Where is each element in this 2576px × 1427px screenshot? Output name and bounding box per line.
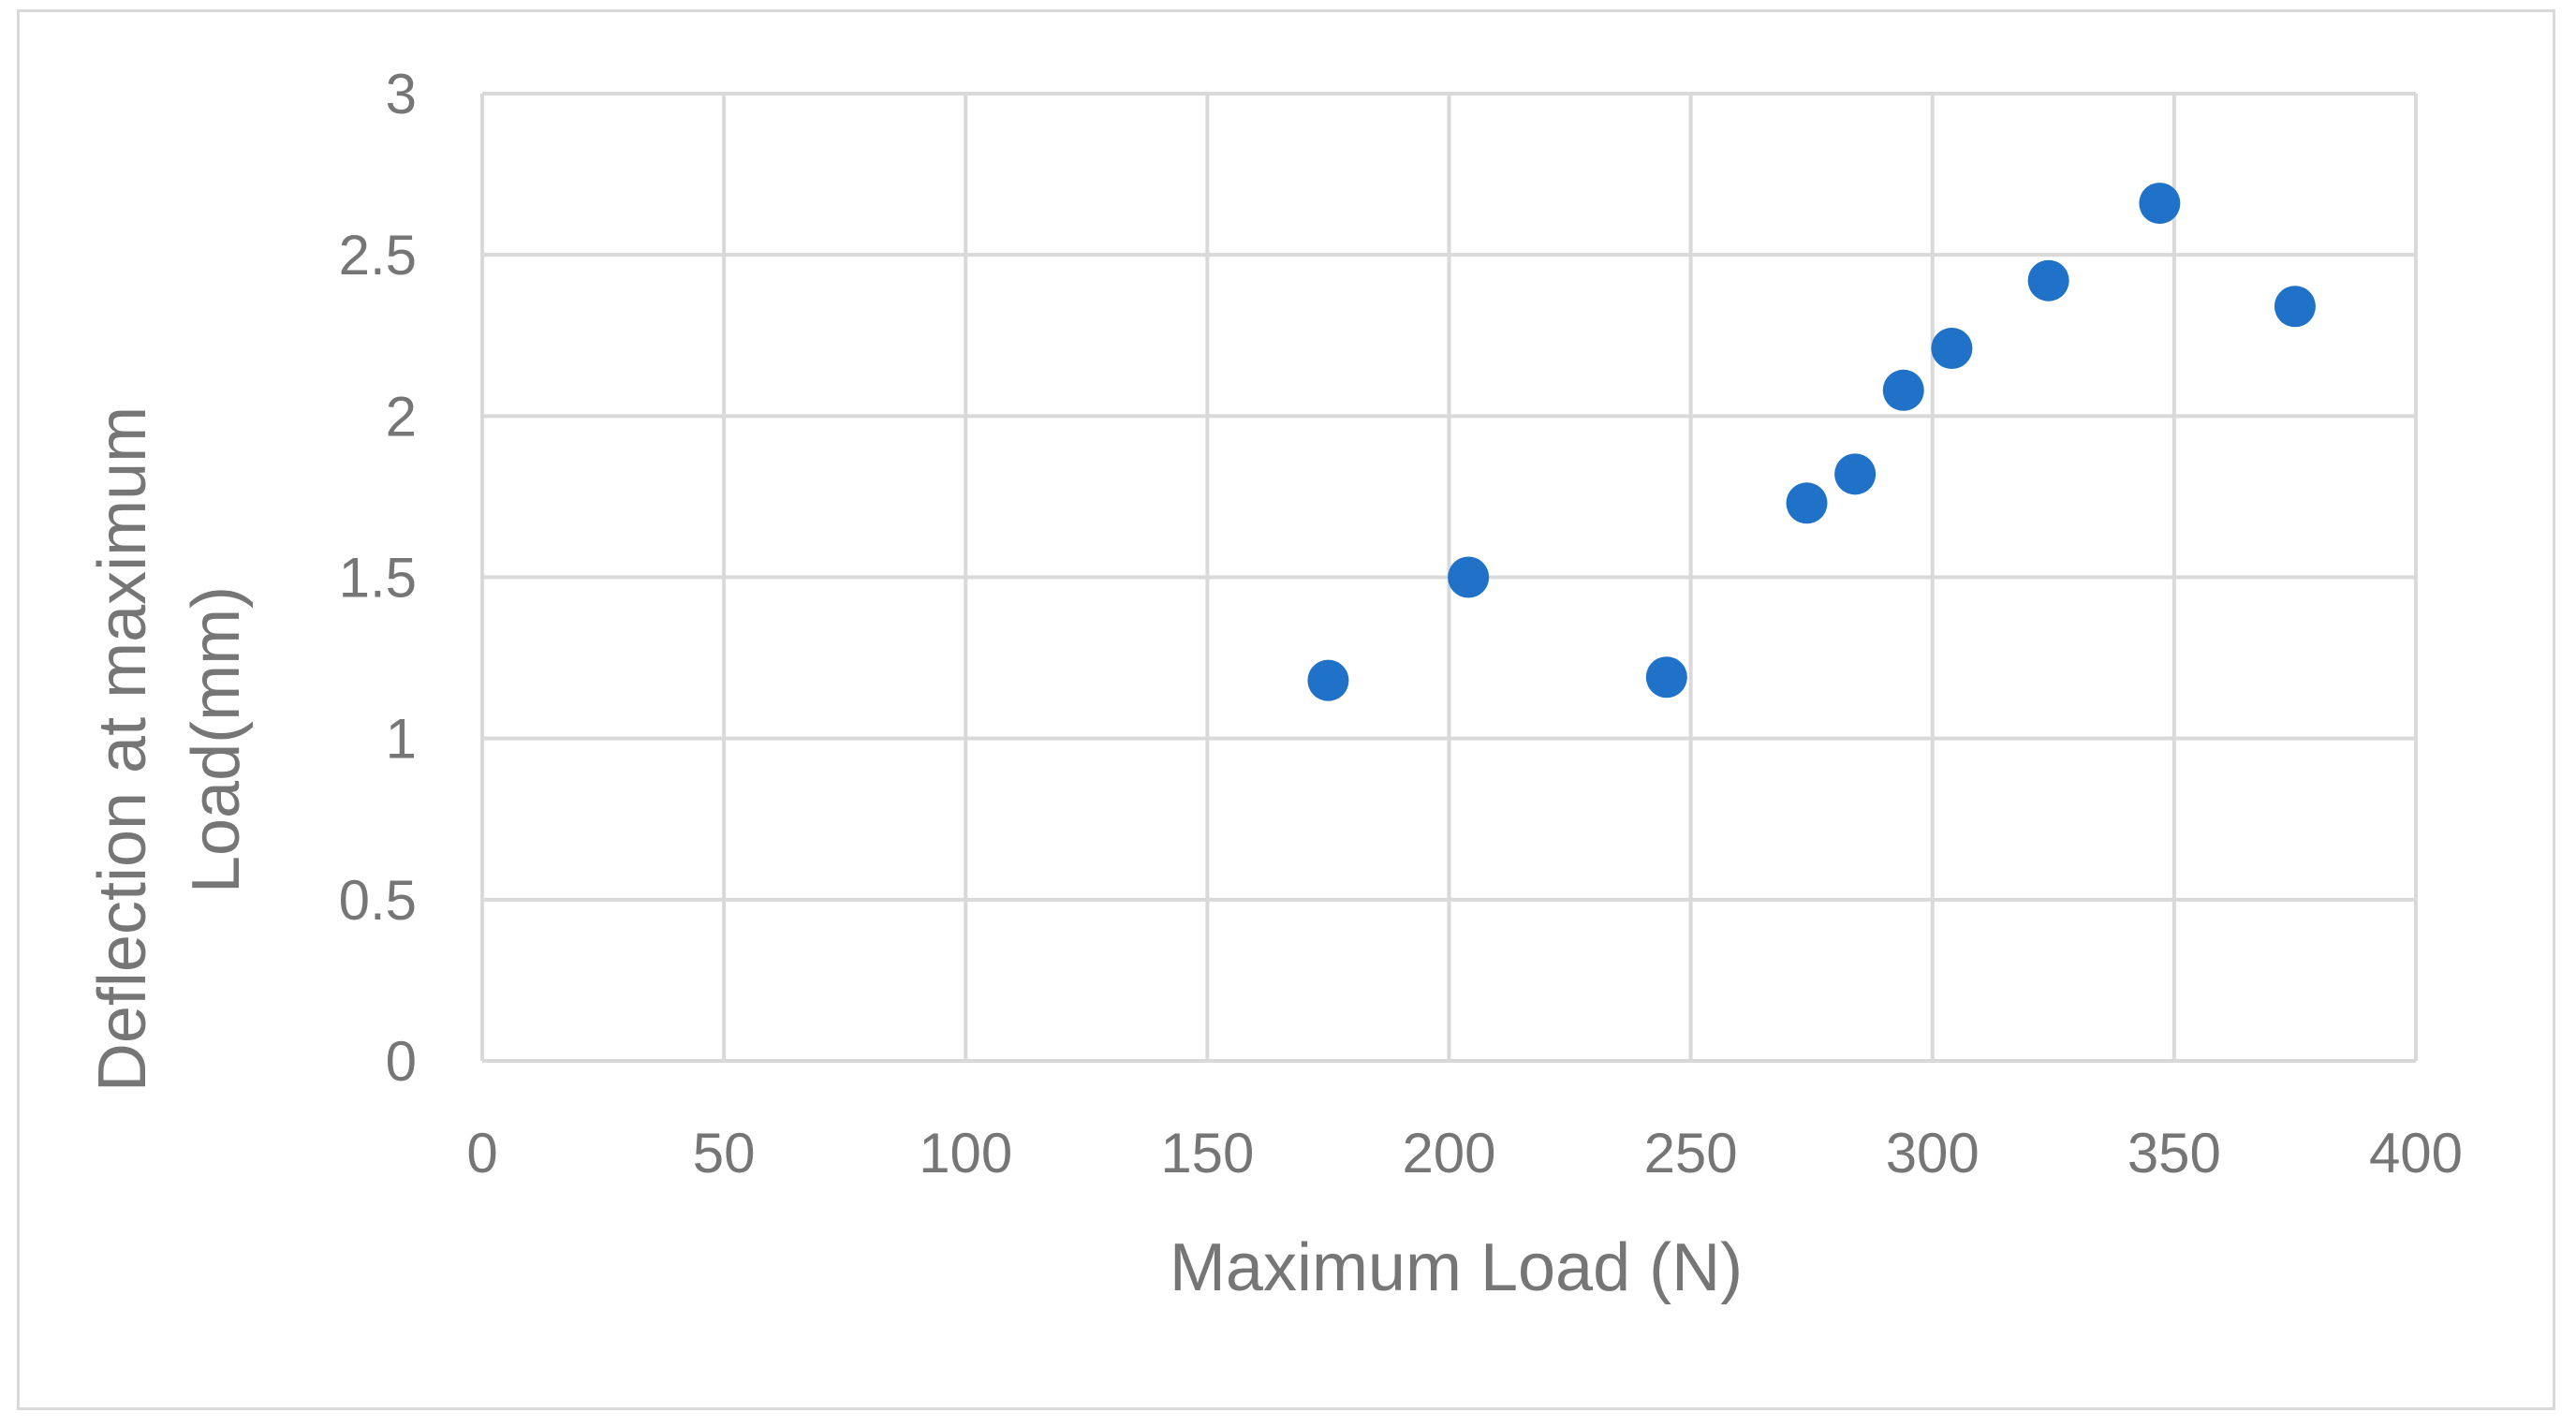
y-axis-title-line-1: Deflection at maximum (85, 406, 160, 1092)
y-tick-label: 3 (386, 63, 417, 125)
grid (480, 92, 2418, 1063)
x-tick-label: 150 (1160, 1122, 1254, 1184)
y-tick-label: 0 (386, 1030, 417, 1093)
data-point (2274, 286, 2316, 328)
data-point (1645, 656, 1687, 699)
data-point (1834, 453, 1877, 495)
x-tick-label: 400 (2369, 1122, 2463, 1184)
data-point (1307, 659, 1349, 701)
data-points (1307, 183, 2316, 701)
y-tick-label: 1.5 (339, 547, 417, 610)
y-axis-ticks: 0 0.5 1 1.5 2 2.5 3 (339, 63, 417, 1093)
x-tick-label: 300 (1886, 1122, 1980, 1184)
x-axis-title: Maximum Load (N) (1170, 1230, 1743, 1305)
x-tick-label: 250 (1644, 1122, 1738, 1184)
x-tick-label: 100 (919, 1122, 1012, 1184)
x-axis-ticks: 0 50 100 150 200 250 300 350 400 (466, 1122, 2463, 1184)
y-tick-label: 2 (386, 385, 417, 448)
data-point (1448, 556, 1490, 598)
y-tick-label: 1 (386, 708, 417, 771)
data-point (2027, 259, 2069, 302)
x-tick-label: 0 (466, 1122, 497, 1184)
data-point (2139, 183, 2181, 225)
x-tick-label: 350 (2127, 1122, 2221, 1184)
y-tick-label: 0.5 (339, 869, 417, 932)
data-point (1882, 369, 1924, 411)
data-point (1786, 482, 1828, 524)
chart-frame (17, 9, 2555, 1410)
y-tick-label: 2.5 (339, 224, 417, 287)
y-axis-title: Deflection at maximum Load(mm) (85, 388, 254, 1092)
x-tick-label: 50 (693, 1122, 756, 1184)
y-axis-title-line-2: Load(mm) (179, 586, 254, 893)
x-tick-label: 200 (1402, 1122, 1495, 1184)
data-point (1931, 328, 1973, 370)
